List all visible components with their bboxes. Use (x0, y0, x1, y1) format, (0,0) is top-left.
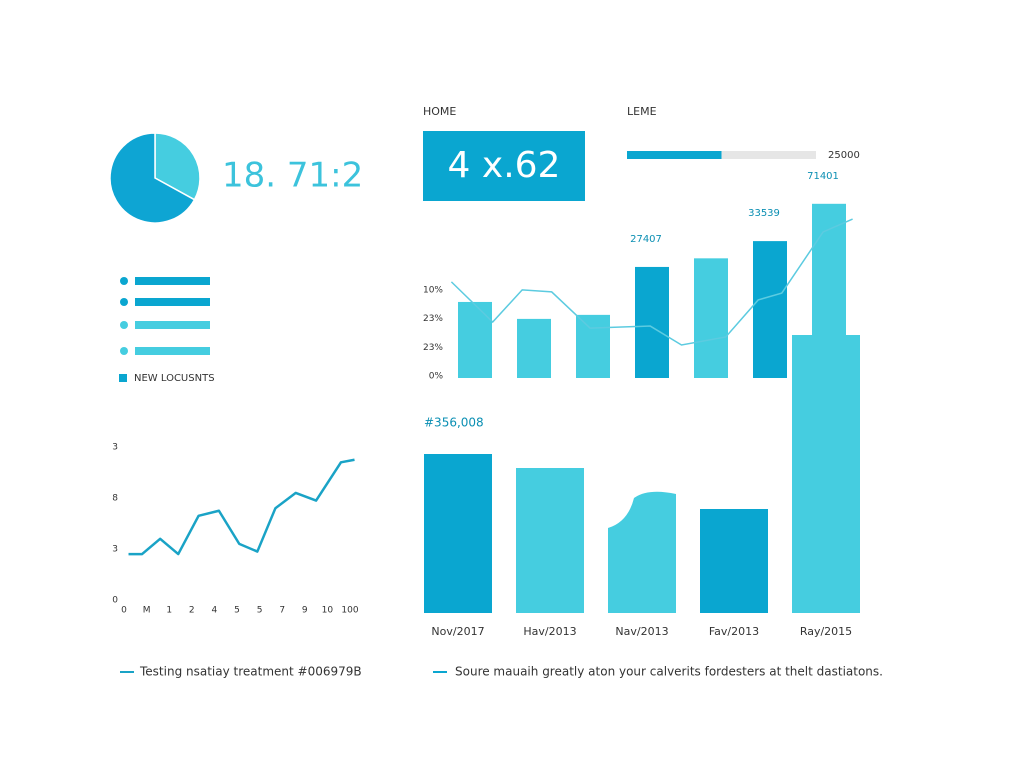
y-tick-label: 3 (112, 443, 118, 453)
legend-bar (135, 298, 210, 306)
legend-dot (120, 277, 128, 285)
leme-label: LEME (627, 105, 657, 118)
y-tick-label: 0% (429, 372, 444, 382)
legend-square (119, 374, 127, 382)
x-tick-label: Nav/2013 (615, 625, 668, 638)
x-tick-label: Fav/2013 (709, 625, 759, 638)
legend-bar (135, 277, 210, 285)
stat: 18. 71:2 (222, 156, 363, 196)
x-tick-label: 4 (212, 606, 218, 616)
bar (516, 468, 584, 613)
legend-dot (120, 321, 128, 329)
legend-bar (135, 321, 210, 329)
legend-label: Testing nsatiay treatment #006979B (139, 665, 362, 679)
progress-max: 25000 (828, 150, 860, 161)
legend-label: NEW LOCUSNTS (134, 373, 215, 384)
caption: Soure mauaih greatly aton your calverits… (455, 665, 883, 679)
x-tick-label: Ray/2015 (800, 625, 852, 638)
bar (424, 454, 492, 613)
y-tick-label: 23% (423, 314, 443, 324)
x-tick-label: 0 (121, 606, 127, 616)
bar (753, 241, 787, 378)
bar (694, 258, 728, 378)
x-tick-label: 1 (166, 606, 172, 616)
bar (792, 335, 860, 613)
line-series (128, 458, 355, 556)
bar (635, 266, 669, 378)
x-tick-label: Nov/2017 (431, 625, 484, 638)
pie-slice (154, 132, 201, 201)
progress-fill (627, 151, 722, 159)
y-tick-label: 10% (423, 285, 443, 295)
line-series (450, 218, 853, 346)
chart-title: #356,008 (424, 416, 484, 430)
legend-bar (135, 347, 210, 355)
pie-slice (109, 132, 196, 224)
x-tick-label: Hav/2013 (523, 625, 576, 638)
bar-note: 27407 (630, 234, 662, 245)
y-tick-label: 23% (423, 343, 443, 353)
x-tick-label: 100 (341, 606, 358, 616)
bar (458, 301, 492, 378)
x-tick-label: M (143, 606, 151, 616)
x-tick-label: 5 (257, 606, 263, 616)
x-tick-label: 2 (189, 606, 195, 616)
x-tick-label: 10 (322, 606, 334, 616)
x-tick-label: 9 (302, 606, 308, 616)
big-value: 4 x.62 (448, 145, 561, 186)
y-tick-label: 3 (112, 545, 118, 555)
bar-note: 71401 (807, 171, 839, 182)
legend-dot (120, 347, 128, 355)
bar (700, 509, 768, 613)
bar (576, 314, 610, 378)
legend-dot (120, 298, 128, 306)
bar-note: 33539 (748, 208, 780, 219)
x-tick-label: 5 (234, 606, 240, 616)
bar (517, 318, 551, 378)
y-tick-label: 8 (112, 494, 118, 504)
home-label: HOME (423, 105, 456, 118)
x-tick-label: 7 (279, 606, 285, 616)
y-tick-label: 0 (112, 596, 118, 606)
value-box (423, 131, 585, 201)
bar (608, 491, 676, 613)
